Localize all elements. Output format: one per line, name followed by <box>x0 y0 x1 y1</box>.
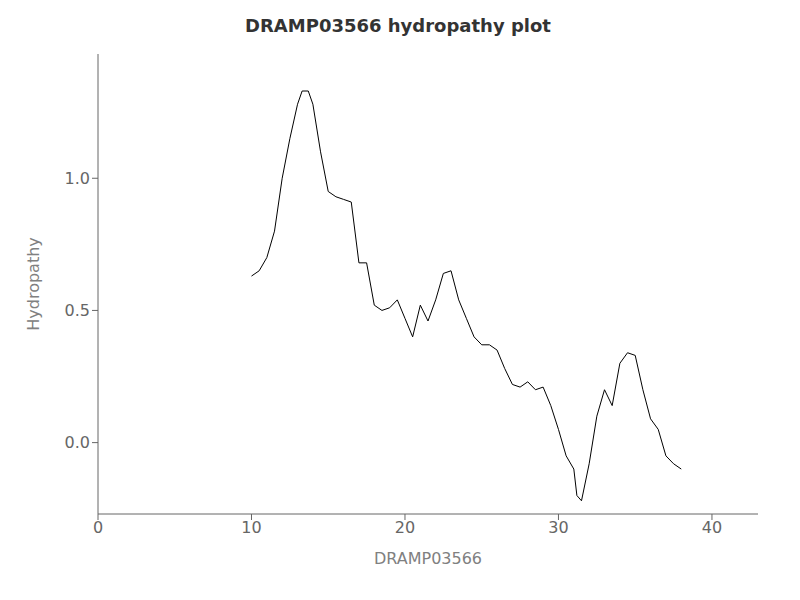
svg-text:30: 30 <box>548 518 568 537</box>
svg-text:Hydropathy: Hydropathy <box>24 237 43 331</box>
svg-text:40: 40 <box>702 518 722 537</box>
svg-text:10: 10 <box>241 518 261 537</box>
svg-text:0.0: 0.0 <box>65 433 90 452</box>
svg-text:0.5: 0.5 <box>65 301 90 320</box>
svg-text:0: 0 <box>93 518 103 537</box>
svg-text:DRAMP03566: DRAMP03566 <box>374 549 482 568</box>
html-text:DRAMP03566 hydropathy plot: DRAMP03566 hydropathy plot <box>245 15 551 36</box>
svg-text:1.0: 1.0 <box>65 169 90 188</box>
svg-text:20: 20 <box>395 518 415 537</box>
